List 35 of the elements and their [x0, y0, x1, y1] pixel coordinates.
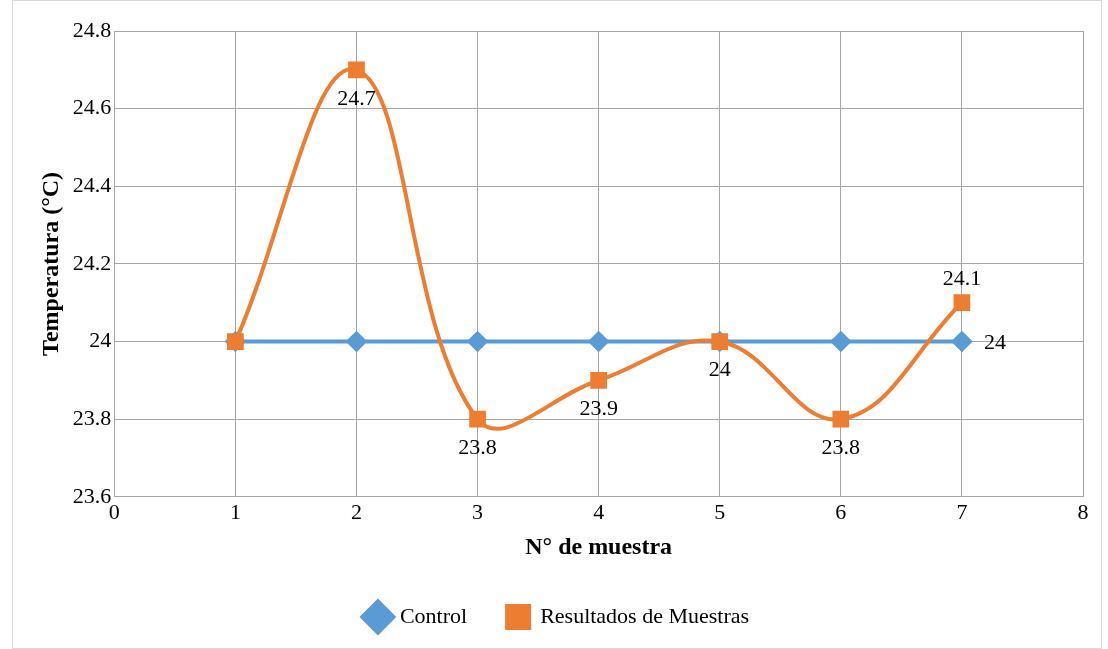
y-tick-label: 24.6	[72, 94, 112, 120]
x-tick-label: 1	[229, 498, 241, 524]
x-tick-label: 8	[1077, 498, 1089, 524]
point	[953, 294, 971, 312]
data-label: 23.8	[821, 433, 861, 459]
data-label: 24	[708, 356, 731, 382]
data-label: 24.1	[942, 265, 982, 291]
point	[469, 410, 486, 428]
point	[590, 371, 608, 389]
y-tick-label: 24.8	[72, 16, 112, 42]
point	[830, 331, 851, 352]
point	[588, 331, 609, 352]
x-axis-title: N° de muestra	[525, 532, 673, 559]
x-tick-label: 6	[835, 498, 847, 524]
y-axis-title: Temperatura (°C)	[36, 171, 63, 356]
data-label: 24	[983, 329, 1006, 355]
y-tick-label: 24	[89, 327, 112, 353]
point	[951, 331, 972, 352]
x-tick-label: 3	[472, 498, 484, 524]
x-tick-label: 2	[350, 498, 362, 524]
point	[348, 61, 365, 79]
point	[467, 331, 488, 352]
x-tick-label: 4	[593, 498, 605, 524]
legend-label: Control	[399, 602, 468, 628]
point	[346, 331, 367, 352]
x-tick-label: 5	[714, 498, 726, 524]
x-tick-label: 7	[956, 498, 968, 524]
data-label: 23.9	[579, 395, 618, 421]
data-label: 24.7	[337, 84, 376, 110]
y-tick-label: 24.2	[72, 249, 112, 275]
y-tick-label: 23.8	[72, 404, 112, 430]
y-tick-label: 24.4	[72, 172, 112, 198]
point	[832, 410, 850, 428]
data-label: 23.8	[458, 433, 497, 459]
legend-label: Resultados de Muestras	[540, 602, 750, 628]
